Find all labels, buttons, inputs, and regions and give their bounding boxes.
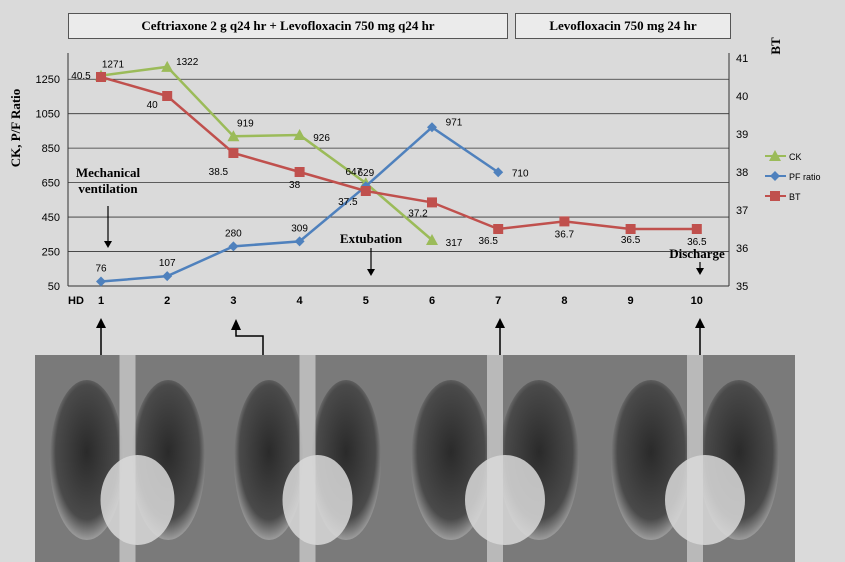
data-point-bt (493, 224, 504, 234)
arrow-mechanical-ventilation-head (104, 241, 112, 248)
data-label-ck: 647 (345, 167, 362, 178)
x-tick-label: 5 (363, 295, 369, 307)
data-label-bt: 37.5 (338, 197, 358, 208)
data-label-bt: 38.5 (209, 167, 229, 178)
data-label-ck: 919 (237, 118, 254, 129)
data-point-pf-ratio (427, 122, 437, 133)
data-label-pf-ratio: 971 (446, 117, 463, 128)
data-point-pf-ratio (294, 236, 305, 247)
data-point-ck (227, 130, 240, 142)
legend-marker (769, 150, 781, 161)
x-tick-label: 3 (230, 295, 236, 307)
arrow-xray-2 (235, 328, 264, 355)
y2-axis-title: BT (768, 37, 783, 55)
heart-shadow-2 (282, 455, 353, 545)
data-label-ck: 1271 (102, 60, 125, 71)
data-label-pf-ratio: 309 (291, 223, 308, 234)
annotation-mechanical-ventilation-2: ventilation (78, 181, 138, 196)
x-tick-label: 10 (691, 295, 703, 307)
arrow-extubation-head (367, 269, 375, 276)
data-label-bt: 38 (289, 180, 301, 191)
legend-entry: CK (789, 152, 802, 162)
data-label-pf-ratio: 710 (512, 168, 529, 179)
legend-marker (770, 191, 780, 201)
annotation-discharge: Discharge (669, 246, 725, 261)
y-tick-label: 1250 (36, 74, 60, 86)
data-label-pf-ratio: 107 (159, 258, 176, 269)
y-tick-label: 650 (42, 178, 60, 190)
y-tick-label: 50 (48, 281, 60, 293)
legend-entry: PF ratio (789, 172, 821, 182)
heart-shadow-1 (100, 455, 175, 545)
data-point-pf-ratio (493, 167, 504, 178)
y-tick-label: 850 (42, 143, 60, 155)
y-tick-label: 1050 (36, 109, 60, 121)
y2-tick-label: 36 (736, 243, 748, 255)
x-tick-label: 9 (628, 295, 634, 307)
data-label-bt: 40 (147, 100, 159, 111)
data-label-ck: 317 (446, 238, 463, 249)
data-label-bt: 36.7 (555, 229, 575, 240)
arrow-xray-1-head (96, 318, 106, 328)
data-label-pf-ratio: 629 (357, 168, 374, 179)
heart-shadow-3 (465, 455, 545, 545)
y2-tick-label: 41 (736, 53, 748, 65)
series-line-ck (100, 65, 433, 241)
series-line-bt (100, 75, 697, 231)
x-tick-label: 1 (98, 295, 104, 307)
treatment-label-combined: Ceftriaxone 2 g q24 hr + Levofloxacin 75… (68, 13, 508, 39)
y2-tick-label: 39 (736, 129, 748, 141)
legend-entry: BT (789, 192, 801, 202)
data-label-bt: 36.5 (478, 236, 498, 247)
data-point-pf-ratio (162, 271, 173, 282)
data-label-bt: 36.5 (687, 237, 707, 248)
data-label-bt: 37.2 (408, 208, 428, 219)
treatment-label-levofloxacin: Levofloxacin 750 mg 24 hr (515, 13, 731, 39)
y-tick-label: 450 (42, 212, 60, 224)
y-tick-label: 250 (42, 247, 60, 259)
data-point-bt (294, 167, 305, 177)
data-label-bt: 40.5 (71, 71, 91, 82)
x-tick-label: 8 (561, 295, 567, 307)
y2-tick-label: 37 (736, 205, 748, 217)
data-point-ck (161, 60, 174, 72)
data-point-bt (96, 72, 106, 82)
data-point-pf-ratio (96, 276, 106, 287)
arrow-xray-3-head (495, 318, 505, 328)
x-axis-label: HD (68, 295, 84, 307)
x-tick-label: 7 (495, 295, 501, 307)
data-label-pf-ratio: 76 (95, 264, 107, 275)
data-point-bt (162, 91, 173, 101)
heart-shadow-4 (665, 455, 745, 545)
data-point-bt (360, 186, 371, 196)
data-point-bt (559, 216, 570, 227)
y2-tick-label: 35 (736, 281, 748, 293)
arrow-xray-2-head (231, 319, 241, 330)
y2-tick-label: 40 (736, 91, 748, 103)
data-point-ck (293, 129, 306, 141)
legend-marker (770, 171, 780, 181)
data-point-bt (427, 197, 437, 208)
data-point-bt (691, 224, 702, 234)
data-point-pf-ratio (228, 241, 239, 252)
data-point-bt (228, 148, 239, 158)
y2-tick-label: 38 (736, 167, 748, 179)
annotation-mechanical-ventilation-1: Mechanical (76, 165, 141, 180)
data-label-ck: 926 (313, 133, 330, 144)
x-tick-label: 4 (297, 295, 304, 307)
data-point-ck (426, 233, 438, 245)
x-tick-label: 6 (429, 295, 435, 307)
y-axis-title: CK, P/F Ratio (8, 89, 23, 168)
data-label-ck: 1322 (176, 57, 199, 68)
data-label-bt: 36.5 (621, 235, 641, 246)
data-point-bt (625, 224, 636, 234)
annotation-extubation: Extubation (340, 231, 403, 246)
x-tick-label: 2 (164, 295, 170, 307)
data-label-pf-ratio: 280 (225, 228, 242, 239)
arrow-discharge-head (696, 268, 704, 275)
arrow-xray-4-head (695, 318, 705, 328)
